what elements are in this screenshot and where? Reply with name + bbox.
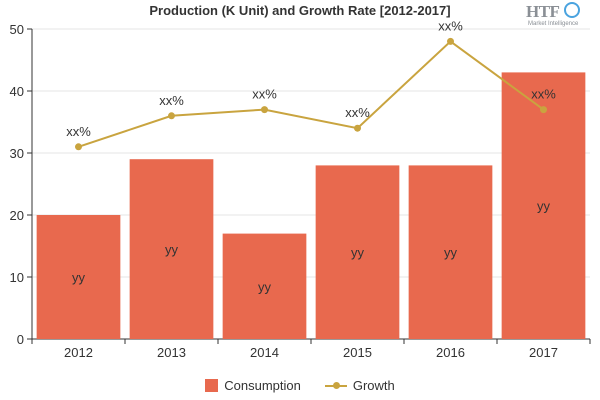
x-tick-label: 2015 (343, 345, 372, 360)
line-layer (75, 37, 547, 151)
bar (501, 72, 586, 340)
globe-icon (564, 2, 580, 18)
x-tick-label: 2017 (529, 345, 558, 360)
bar-data-label: yy (444, 245, 458, 260)
growth-point (168, 112, 175, 120)
axis-layer: 0 10 20 30 40 50 2012 2013 2014 2015 2016 2017 (10, 22, 591, 360)
growth-point (261, 106, 268, 114)
legend-label-growth: Growth (352, 377, 395, 393)
label-layer: yy yy yy yy yy yy xx% xx% xx% xx% xx% xx% (66, 18, 556, 294)
x-tick-label: 2013 (157, 345, 186, 360)
htf-logo: HTF Market Intelligence (526, 2, 588, 32)
legend-item-growth[interactable]: Growth (324, 377, 395, 393)
y-tick-label: 40 (10, 84, 24, 99)
bar (408, 165, 493, 339)
legend-marker-growth (324, 379, 347, 392)
y-tick-label: 10 (10, 270, 24, 285)
y-tick-label: 30 (10, 146, 24, 161)
growth-point (75, 143, 82, 151)
growth-data-label: xx% (252, 87, 277, 102)
bar (315, 165, 400, 339)
logo-subtext: Market Intelligence (528, 21, 579, 27)
y-tick-label: 0 (17, 332, 24, 347)
growth-point (354, 124, 361, 132)
bar-data-label: yy (537, 199, 551, 214)
bar (36, 215, 121, 339)
legend: Consumption Growth (0, 376, 600, 394)
legend-item-consumption[interactable]: Consumption (205, 378, 301, 393)
bar-data-label: yy (258, 279, 272, 294)
y-tick-label: 50 (10, 22, 24, 37)
bar (129, 159, 214, 339)
growth-data-label: xx% (66, 124, 91, 139)
legend-label-consumption: Consumption (224, 377, 301, 393)
legend-swatch-consumption (205, 378, 219, 392)
growth-data-label: xx% (159, 93, 184, 108)
growth-point (540, 106, 547, 114)
bar-layer (36, 72, 586, 340)
growth-data-label: xx% (345, 105, 370, 120)
x-tick-label: 2016 (436, 345, 465, 360)
y-tick-label: 20 (10, 208, 24, 223)
growth-data-label: xx% (438, 18, 463, 33)
growth-line (78, 40, 545, 148)
bar-data-label: yy (72, 270, 86, 285)
growth-point (447, 37, 454, 45)
bar-data-label: yy (351, 245, 365, 260)
x-tick-label: 2012 (64, 345, 93, 360)
logo-text: HTF (526, 2, 560, 21)
bar (222, 233, 307, 339)
growth-data-label: xx% (531, 87, 556, 102)
bar-data-label: yy (165, 242, 179, 257)
x-tick-label: 2014 (250, 345, 279, 360)
chart-title: Production (K Unit) and Growth Rate [201… (149, 3, 451, 18)
